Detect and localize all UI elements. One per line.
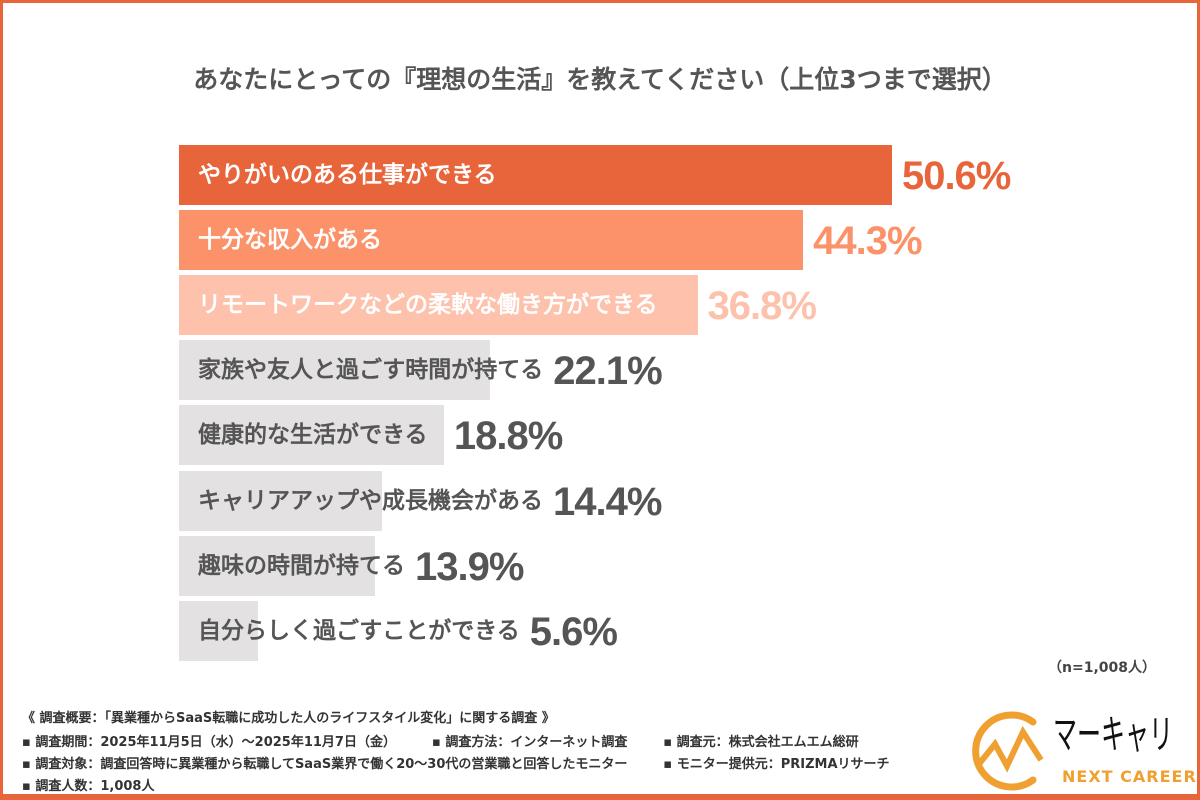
chart-title: あなたにとっての『理想の生活』を教えてください（上位3つまで選択） — [193, 65, 1007, 94]
bar-label: 健康的な生活ができる — [198, 422, 428, 449]
bar — [179, 145, 892, 205]
bar-label: 趣味の時間が持てる — [198, 552, 405, 579]
bar-chart: やりがいのある仕事ができる 50.6% 十分な収入がある 44.3% リモートワークなど… — [179, 145, 1011, 661]
logo-mountain-icon — [972, 711, 1044, 791]
bar-label: 自分らしく過ごすことができる — [198, 617, 520, 644]
bar-value-label: 36.8% — [707, 284, 817, 329]
bar-value-label: 44.3% — [813, 219, 922, 264]
bar — [179, 340, 491, 401]
bar — [179, 405, 444, 466]
bar-label: 十分な収入がある — [198, 227, 382, 254]
bar-value-label: 14.4% — [553, 479, 662, 524]
bar-value-label: 22.1% — [553, 349, 662, 394]
bar — [179, 275, 698, 336]
survey-target: ▪ 調査対象：調査回答時に異業種から転職してSaaS業界で働く20〜30代の営業… — [22, 757, 628, 772]
bar — [179, 210, 804, 271]
logo-text-en: NEXT CAREER — [1062, 767, 1197, 786]
survey-details-row-2: ▪ 調査対象：調査回答時に異業種から転職してSaaS業界で働く20〜30代の営業… — [22, 757, 926, 773]
survey-count: ▪ 調査人数：1,008人 — [22, 779, 155, 794]
sample-size-note: （n=1,008人） — [1048, 660, 1156, 676]
survey-overview: 《 調査概要：「異業種からSaaS転職に成功した人のライフスタイル変化」に関する… — [22, 711, 555, 726]
bar-label: やりがいのある仕事ができる — [198, 162, 497, 188]
survey-period: ▪ 調査期間：2025年11月5日（水）〜2025年11月7日（金） — [22, 735, 396, 750]
survey-provider: ▪ モニター提供元：PRIZMAリサーチ — [663, 757, 890, 772]
bar-value-label: 50.6% — [901, 154, 1011, 198]
bar-label: リモートワークなどの柔軟な働き方ができる — [198, 292, 658, 319]
survey-details-row-1: ▪ 調査期間：2025年11月5日（水）〜2025年11月7日（金） ▪ 調査方法… — [22, 735, 895, 751]
survey-method: ▪ 調査方法：インターネット調査 — [431, 735, 628, 750]
bar — [179, 535, 375, 596]
bar-label: キャリアアップや成長機会がある — [198, 487, 543, 514]
bar — [179, 600, 258, 661]
bar — [179, 470, 382, 531]
survey-source: ▪ 調査元：株式会社エムエム総研 — [663, 735, 859, 750]
logo-text-jp: マーキャリ — [1053, 712, 1173, 758]
brand-logo: マーキャリ NEXT CAREER — [965, 708, 1196, 794]
bar-value-label: 13.9% — [415, 544, 524, 589]
bar-value-label: 5.6% — [529, 609, 618, 654]
bar-value-label: 18.8% — [453, 414, 563, 459]
bar-label: 家族や友人と過ごす時間が持てる — [198, 357, 544, 384]
